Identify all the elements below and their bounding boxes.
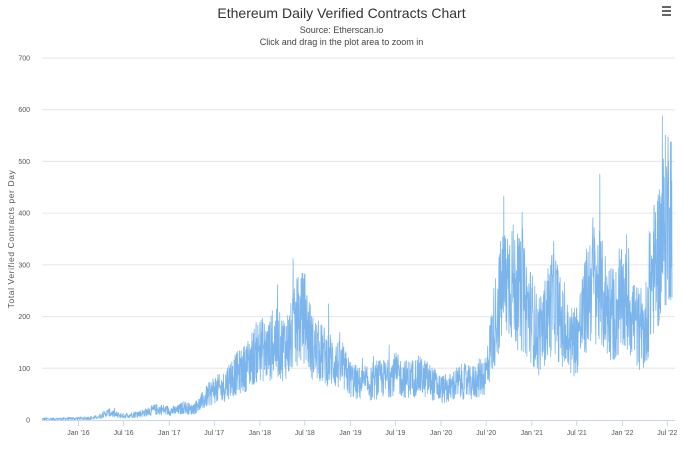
y-tick-label: 300	[18, 262, 30, 269]
x-tick-label: Jul '22	[657, 430, 677, 437]
x-tick-label: Jan '21	[521, 430, 543, 437]
x-tick-label: Jan '22	[611, 430, 633, 437]
x-tick-label: Jul '20	[476, 430, 496, 437]
grid-lines	[42, 57, 675, 369]
hamburger-menu-icon[interactable]	[660, 6, 674, 20]
y-axis-ticks: 0 100 200 300 400 500 600 700	[18, 56, 30, 425]
x-tick-label: Jul '19	[385, 430, 405, 437]
x-tick-label: Jan '20	[430, 430, 452, 437]
y-tick-label: 700	[18, 56, 30, 63]
chart-title: Ethereum Daily Verified Contracts Chart	[217, 5, 466, 21]
y-tick-label: 200	[18, 314, 30, 321]
y-tick-label: 600	[18, 107, 30, 114]
x-tick-label: Jan '17	[158, 430, 180, 437]
y-tick-label: 100	[18, 366, 30, 373]
x-tick-label: Jul '18	[295, 430, 315, 437]
chart-subtitle-hint: Click and drag in the plot area to zoom …	[259, 37, 424, 47]
y-tick-label: 0	[26, 418, 30, 425]
x-axis-ticks: Jan '16 Jul '16 Jan '17 Jul '17 Jan '18 Jul '…	[67, 420, 677, 437]
series-line	[41, 115, 673, 421]
y-axis-title: Total Verified Contracts per Day	[6, 169, 16, 308]
chart-subtitle-source: Source: Etherscan.io	[299, 25, 384, 35]
x-tick-label: Jan '16	[67, 430, 89, 437]
y-tick-label: 400	[18, 211, 30, 218]
x-tick-label: Jul '16	[114, 430, 134, 437]
x-tick-label: Jan '18	[249, 430, 271, 437]
x-tick-label: Jan '19	[339, 430, 361, 437]
y-tick-label: 500	[18, 159, 30, 166]
x-tick-label: Jul '17	[204, 430, 224, 437]
x-tick-label: Jul '21	[567, 430, 587, 437]
